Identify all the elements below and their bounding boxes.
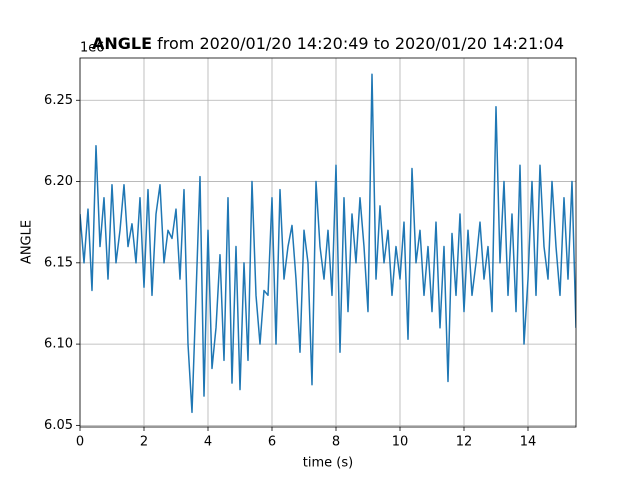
y-tick-label: 6.20 [44, 174, 73, 189]
y-axis-label: ANGLE [20, 220, 35, 264]
x-tick-label: 0 [76, 435, 84, 450]
title-bold: ANGLE [92, 34, 152, 53]
y-tick-label: 6.25 [44, 93, 73, 108]
y-offset-label: 1e6 [80, 41, 105, 56]
x-tick-label: 4 [204, 435, 212, 450]
chart-title: ANGLE from 2020/01/20 14:20:49 to 2020/0… [92, 34, 564, 53]
plot-frame [79, 57, 577, 428]
x-tick-label: 2 [140, 435, 148, 450]
title-rest: from 2020/01/20 14:20:49 to 2020/01/20 1… [152, 34, 564, 53]
x-axis-label: time (s) [303, 456, 353, 471]
x-tick-label: 6 [268, 435, 276, 450]
data-line [80, 73, 576, 414]
x-tick-label: 14 [520, 435, 537, 450]
x-tick-label: 10 [392, 435, 409, 450]
x-tick-label: 12 [456, 435, 473, 450]
y-tick-label: 6.05 [44, 418, 73, 433]
y-tick-label: 6.10 [44, 337, 73, 352]
y-tick-label: 6.15 [44, 255, 73, 270]
x-tick-label: 8 [332, 435, 340, 450]
